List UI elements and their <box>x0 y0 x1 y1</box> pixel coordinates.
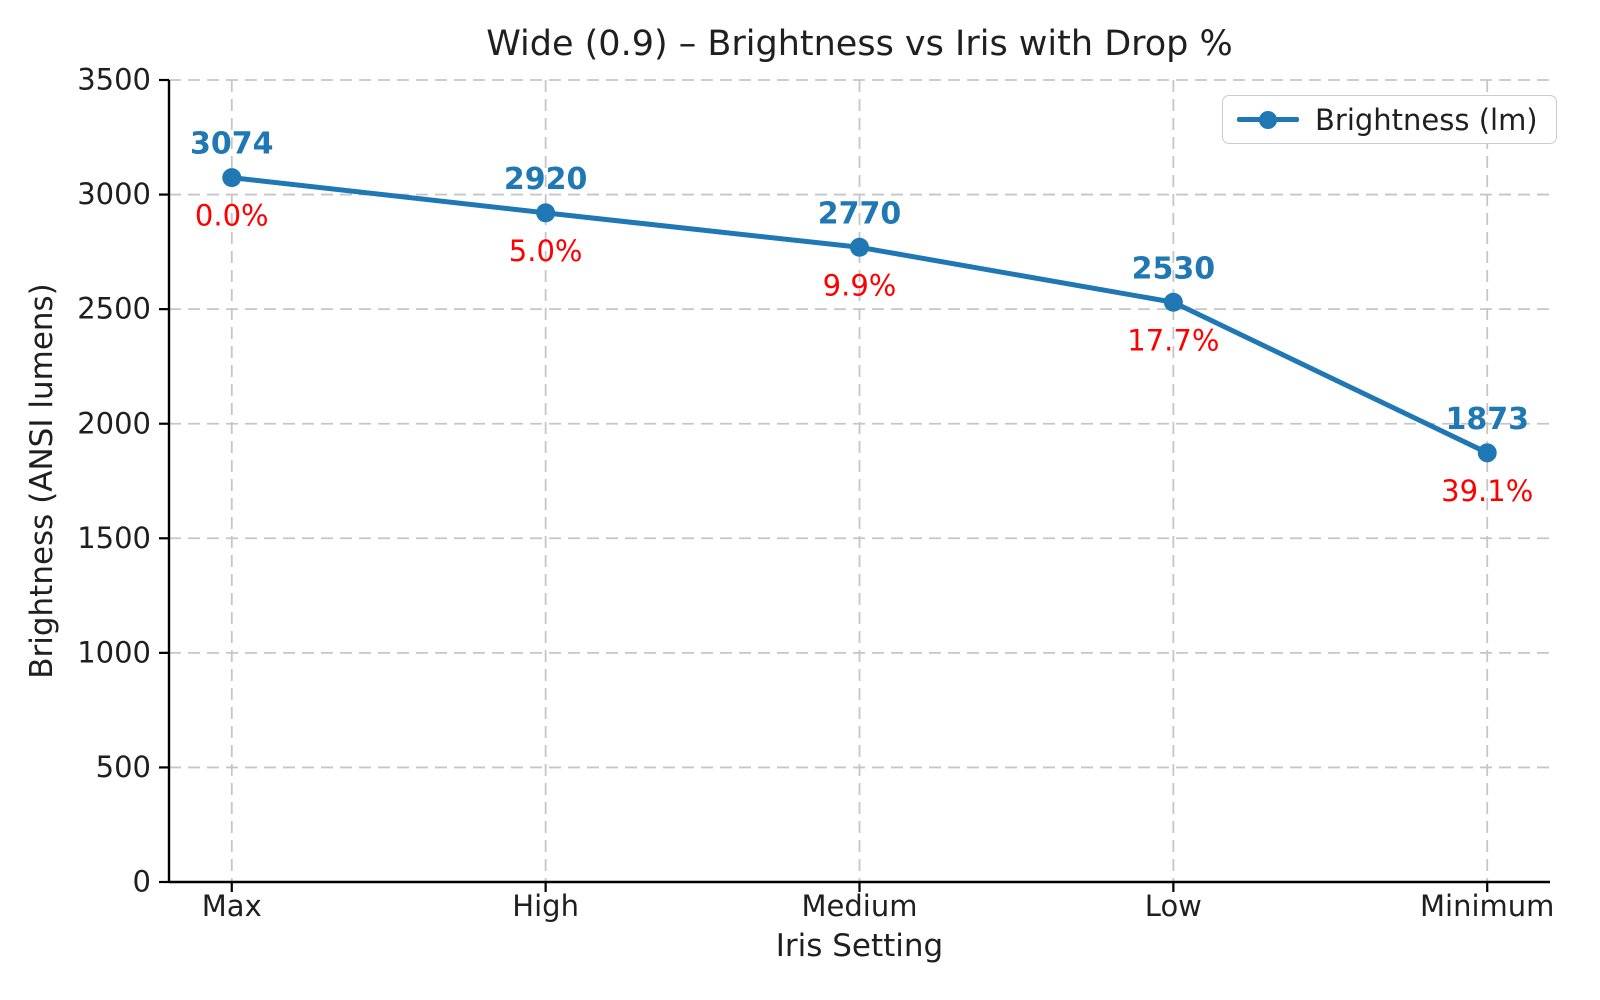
drop-percent-label: 17.7% <box>1127 323 1219 357</box>
y-tick-label: 3000 <box>77 177 151 211</box>
x-tick-label: High <box>512 889 579 923</box>
drop-percent-label: 0.0% <box>195 199 269 233</box>
value-label: 2530 <box>1132 251 1216 286</box>
data-point-marker <box>1163 292 1183 312</box>
y-tick-label: 0 <box>133 865 151 899</box>
drop-percent-label: 9.9% <box>823 268 897 302</box>
value-label: 3074 <box>190 127 274 162</box>
x-tick-label: Medium <box>802 889 918 923</box>
data-point-marker <box>222 168 242 188</box>
x-tick-label: Low <box>1145 889 1202 923</box>
y-tick-label: 1000 <box>77 635 151 669</box>
value-label: 2770 <box>818 196 902 231</box>
y-tick-label: 500 <box>96 750 151 784</box>
y-tick-label: 2500 <box>77 292 151 326</box>
legend-entry-label: Brightness (lm) <box>1315 102 1538 137</box>
data-point-marker <box>536 203 556 223</box>
data-point-marker <box>1477 443 1497 463</box>
legend-dot-sample <box>1259 110 1277 129</box>
drop-percent-label: 39.1% <box>1441 474 1533 508</box>
data-point-marker <box>850 237 869 257</box>
x-axis-label: Iris Setting <box>775 928 944 964</box>
x-tick-label: Max <box>202 889 262 923</box>
y-tick-label: 3500 <box>77 63 151 97</box>
legend: Brightness (lm) <box>1222 95 1557 144</box>
drop-percent-label: 5.0% <box>509 234 583 268</box>
y-tick-label: 1500 <box>77 521 151 555</box>
x-tick-label: Minimum <box>1420 889 1554 923</box>
value-label: 1873 <box>1445 402 1529 437</box>
legend-line-marker-icon <box>1237 110 1299 130</box>
chart-title: Wide (0.9) – Brightness vs Iris with Dro… <box>486 24 1233 64</box>
y-tick-label: 2000 <box>77 406 151 440</box>
value-label: 2920 <box>504 162 588 197</box>
